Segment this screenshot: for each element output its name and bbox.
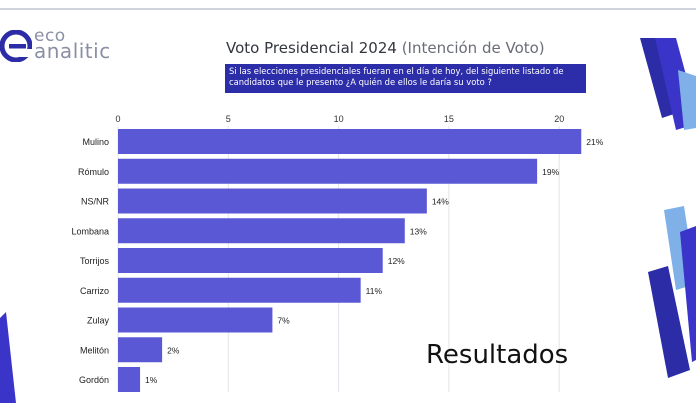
- category-label: Lombana: [71, 226, 109, 236]
- deco-stripe-right-mid2: [680, 226, 696, 362]
- data-label: 11%: [366, 286, 383, 296]
- x-tick-label: 5: [226, 114, 231, 124]
- bar: [118, 277, 361, 303]
- bar: [118, 307, 273, 333]
- question-box: Si las elecciones presidenciales fueran …: [225, 64, 586, 93]
- results-label: Resultados: [426, 340, 569, 370]
- data-label: 13%: [410, 226, 427, 236]
- logo-text-analitic: analitic: [34, 39, 111, 63]
- data-label: 1%: [145, 375, 158, 385]
- x-tick-label: 10: [334, 114, 344, 124]
- category-label: Melitón: [80, 345, 109, 355]
- deco-stripe-right-light: [678, 70, 696, 130]
- logo-text-eco: eco: [34, 26, 66, 46]
- bar: [118, 188, 427, 214]
- eco-analitic-logo: eco analitic: [0, 26, 130, 68]
- deco-stripe-left: [0, 312, 16, 403]
- category-label: Torrijos: [80, 256, 110, 266]
- category-label: Gordón: [79, 375, 109, 385]
- bar: [118, 367, 141, 392]
- data-label: 21%: [586, 137, 603, 147]
- category-label: NS/NR: [81, 197, 110, 207]
- chart-title-sub: (Intención de Voto): [401, 39, 545, 57]
- data-label: 7%: [277, 316, 290, 326]
- category-label: Zulay: [87, 316, 110, 326]
- data-label: 12%: [388, 256, 405, 266]
- data-label: 14%: [432, 197, 449, 207]
- category-label: Rómulo: [78, 167, 109, 177]
- bar: [118, 218, 405, 244]
- category-label: Mulino: [82, 137, 109, 147]
- bar: [118, 158, 538, 184]
- logo-e-icon: [0, 30, 32, 62]
- chart-title-main: Voto Presidencial 2024: [226, 39, 397, 57]
- category-label: Carrizo: [80, 286, 109, 296]
- data-label: 2%: [167, 345, 180, 355]
- chart-title: Voto Presidencial 2024 (Intención de Vot…: [226, 39, 576, 57]
- top-divider: [0, 8, 696, 10]
- deco-stripe-right-dark: [648, 266, 690, 378]
- bar: [118, 337, 163, 363]
- bar: [118, 248, 383, 273]
- x-tick-label: 0: [115, 114, 120, 124]
- data-label: 19%: [542, 167, 559, 177]
- x-tick-label: 20: [554, 114, 564, 124]
- x-tick-label: 15: [444, 114, 454, 124]
- bar: [118, 129, 582, 154]
